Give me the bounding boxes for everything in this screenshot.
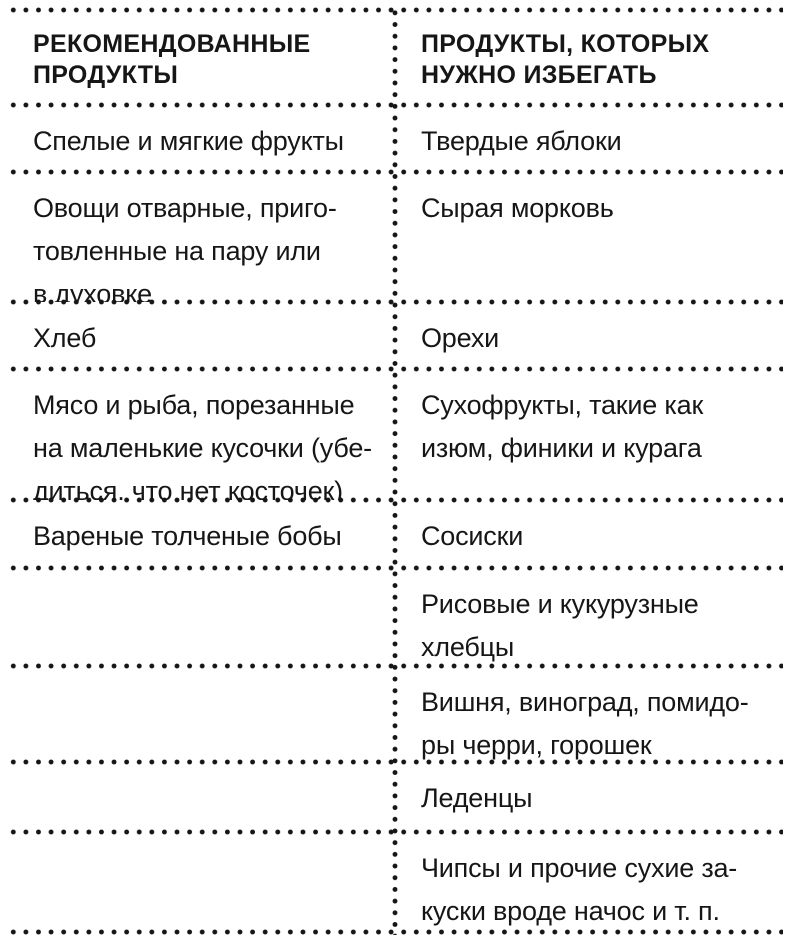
table-row: Вареные толченые бобы Сосиски	[0, 500, 790, 568]
cell-recommended-empty	[0, 762, 395, 832]
cell-avoid: Орехи	[421, 323, 500, 353]
cell-avoid: Рисовые и кукурузные хлебцы	[421, 589, 699, 662]
header-products-to-avoid: ПРОДУКТЫ, КОТОРЫХ НУЖНО ИЗБЕГАТЬ	[421, 30, 710, 89]
cell-avoid: Леденцы	[421, 783, 533, 813]
table-row: Леденцы	[0, 762, 790, 832]
table-header-row: РЕКОМЕНДОВАННЫЕ ПРОДУКТЫ ПРОДУКТЫ, КОТОР…	[0, 10, 790, 105]
cell-recommended: Мясо и рыба, порезанные на маленькие кус…	[33, 390, 372, 500]
table-row: Овощи отварные, приго- товленные на пару…	[0, 172, 790, 302]
table-row: Мясо и рыба, порезанные на маленькие кус…	[0, 369, 790, 500]
cell-avoid: Чипсы и прочие сухие за- куски вроде нач…	[421, 853, 738, 926]
dotted-column-divider	[392, 7, 398, 935]
cell-recommended-empty	[0, 832, 395, 932]
cell-recommended-empty	[0, 666, 395, 762]
cell-avoid: Сырая морковь	[421, 193, 614, 223]
table-row: Чипсы и прочие сухие за- куски вроде нач…	[0, 832, 790, 932]
cell-recommended: Спелые и мягкие фрукты	[33, 126, 344, 156]
header-recommended-products: РЕКОМЕНДОВАННЫЕ ПРОДУКТЫ	[33, 30, 311, 89]
cell-recommended: Овощи отварные, приго- товленные на пару…	[33, 193, 337, 302]
cell-avoid: Вишня, виноград, помидо- ры черри, горош…	[421, 687, 749, 760]
cell-avoid: Сухофрукты, такие как изюм, финики и кур…	[421, 390, 704, 463]
table-row: Спелые и мягкие фрукты Твердые яблоки	[0, 105, 790, 172]
cell-avoid: Твердые яблоки	[421, 126, 622, 156]
cell-recommended: Вареные толченые бобы	[33, 521, 342, 551]
table-row: Вишня, виноград, помидо- ры черри, горош…	[0, 666, 790, 762]
cell-avoid: Сосиски	[421, 521, 524, 551]
table-row: Рисовые и кукурузные хлебцы	[0, 568, 790, 666]
table-row: Хлеб Орехи	[0, 302, 790, 369]
cell-recommended-empty	[0, 568, 395, 666]
table-body: РЕКОМЕНДОВАННЫЕ ПРОДУКТЫ ПРОДУКТЫ, КОТОР…	[0, 10, 790, 932]
cell-recommended: Хлеб	[33, 323, 97, 353]
